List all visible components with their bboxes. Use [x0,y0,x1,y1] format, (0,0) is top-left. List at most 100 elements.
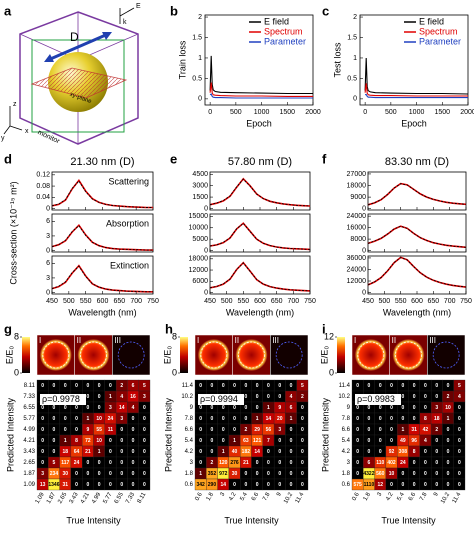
x-tick-label: 0.6 [194,491,204,502]
cell-value: 92 [389,449,395,455]
panel-title: 21.30 nm (D) [70,156,134,168]
x-tick-label: 0.6 [351,491,361,502]
cell-value: 0 [401,405,404,411]
x-tick-label: 700 [444,298,456,305]
cell-value: 342 [196,482,205,488]
cell-value: 0 [199,405,202,411]
cell-value: 0 [356,416,359,422]
cell-value: 0 [390,405,393,411]
y-tick-label: 1.8 [185,471,194,477]
cell-value: 0 [222,416,225,422]
x-tick-label: 600 [254,298,266,305]
x-tick-label: 2.65 [57,491,68,505]
cell-value: 0 [458,438,461,444]
y-tick-label: 6 [46,260,50,267]
spectrum-line [367,257,467,288]
particle-outline [432,341,460,369]
diameter-label: D [70,30,79,44]
y-tick-label: 11.4 [182,383,194,389]
x-tick-label: 5.77 [103,491,114,505]
loss-line [209,55,313,95]
cell-value: 0 [458,405,461,411]
cell-value: 0 [267,449,270,455]
y-tick-label: 3 [190,460,194,466]
y-tick-label: 1 [353,55,357,62]
y-tick-label: 24000 [347,213,367,220]
y-tick-label: 0 [46,205,50,212]
cell-value: 0 [447,482,450,488]
panel-label: h [165,321,173,336]
cell-value: 1 [447,416,450,422]
y-tick-label: 0.5 [192,75,202,82]
cell-value: 0 [379,449,382,455]
particle-outline [275,341,303,369]
cell-value: 2 [244,427,247,433]
y-tick-label: 18000 [189,256,209,263]
cell-value: 0 [64,427,67,433]
x-tick-label: 0 [208,109,212,116]
y-tick-label: 3000 [192,183,208,190]
x-tick-label: 5.4 [397,491,407,502]
cell-value: 5 [458,383,461,389]
cell-value: 0 [458,460,461,466]
cell-value: 9 [278,405,281,411]
cell-value: 3 [435,405,438,411]
cell-value: 0 [278,460,281,466]
cell-value: 0 [368,449,371,455]
cell-value: 0 [424,449,427,455]
cell-value: 0 [211,427,214,433]
cell-value: 0 [368,383,371,389]
cell-value: 2 [301,394,304,400]
x-tick-label: 6.6 [251,491,261,502]
cell-value: 8 [424,416,427,422]
cell-value: 0 [458,416,461,422]
x-tick-label: 4.2 [228,491,238,502]
cell-value: 0 [41,405,44,411]
cell-value: 0 [211,383,214,389]
cell-value: 30 [62,471,68,477]
y-tick-label: 10000 [189,225,209,232]
field-label: I [197,336,199,345]
particle-outline [200,341,228,369]
cell-value: 0 [143,416,146,422]
x-tick-label: 700 [287,298,299,305]
y-tick-label: 3 [46,233,50,240]
cell-value: 2 [211,460,214,466]
rho-box [355,394,401,405]
cell-value: 0 [301,416,304,422]
cell-value: 0 [86,405,89,411]
y-tick-label: 2 [353,14,357,21]
cell-value: 1 [199,471,202,477]
cell-value: 0 [199,383,202,389]
cell-value: 0 [143,460,146,466]
x-tick-label: 3.43 [69,491,80,505]
cell-value: 0 [447,471,450,477]
x-tick-label: 450 [362,298,374,305]
field-ring [77,339,110,371]
cell-value: 3 [120,416,123,422]
cell-value: 64 [74,449,80,455]
cell-value: 0 [290,427,293,433]
cell-value: 10 [445,405,451,411]
cell-value: 0 [143,438,146,444]
y-tick-label: 12000 [347,278,367,285]
loss-line [209,93,313,99]
rho-box [198,394,244,405]
x-tick-label: 4.2 [385,491,395,502]
cell-value: 72 [85,438,91,444]
colorbar-tick-label: 0 [329,367,334,377]
x-tick-label: 650 [271,298,283,305]
x-tick-label: 600 [97,298,109,305]
colorbar-tick-label: 0 [172,367,177,377]
x-tick-label: 9 [433,491,440,497]
cell-value: 0 [401,394,404,400]
y-tick-label: 6000 [192,278,208,285]
cell-value: 0 [53,438,56,444]
y-tick-label: 10.2 [181,394,193,400]
cell-value: 0 [86,394,89,400]
cell-value: 0 [41,438,44,444]
colorbar-tick-label: 12 [324,331,334,341]
cell-value: 0 [435,394,438,400]
cell-value: 55 [96,427,102,433]
cell-value: 0 [401,482,404,488]
